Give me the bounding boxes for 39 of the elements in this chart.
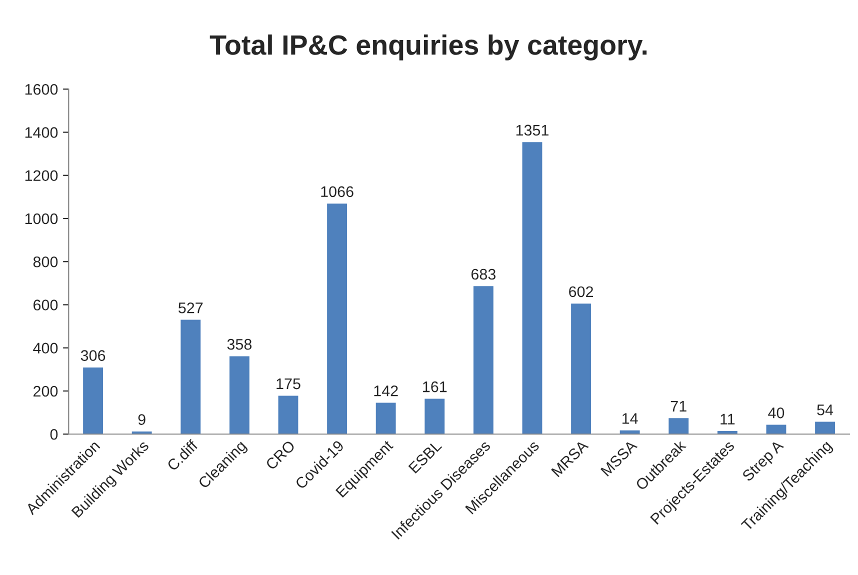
- data-label: 175: [276, 378, 300, 390]
- bar: [815, 422, 835, 434]
- bar: [278, 396, 298, 434]
- data-label: 71: [670, 400, 686, 412]
- data-label: 142: [374, 386, 398, 396]
- y-tick-label: 1000: [25, 213, 58, 224]
- bar: [571, 304, 591, 434]
- data-label: 527: [178, 302, 203, 314]
- bar: [668, 418, 689, 434]
- y-tick-label: 200: [34, 386, 58, 397]
- y-tick-label: 1600: [25, 84, 58, 95]
- y-tick-label: 1400: [25, 127, 58, 138]
- data-label: 14: [622, 413, 638, 424]
- bar: [229, 356, 250, 434]
- bar: [376, 402, 396, 434]
- data-label: 11: [720, 414, 735, 424]
- bar: [522, 142, 542, 434]
- data-label: 1351: [516, 124, 548, 136]
- y-tick-label: 1200: [25, 170, 58, 182]
- y-tick-label: 400: [33, 342, 58, 354]
- data-label: 358: [227, 338, 252, 350]
- bar: [473, 286, 494, 434]
- bar: [327, 204, 347, 434]
- bar: [180, 320, 201, 434]
- data-label: 54: [817, 404, 834, 416]
- y-tick-label: 0: [50, 428, 58, 440]
- data-label: 683: [471, 268, 496, 280]
- y-tick-label: 600: [34, 300, 58, 310]
- bar: [766, 424, 786, 434]
- data-label: 40: [768, 407, 784, 418]
- data-label: 9: [138, 414, 146, 425]
- y-tick-label: 800: [33, 256, 58, 268]
- data-label: 602: [569, 286, 594, 298]
- data-label: 306: [80, 350, 106, 361]
- bar: [83, 367, 104, 434]
- chart-title: Total IP&C enquiries by category.: [210, 34, 647, 61]
- data-label: 161: [423, 381, 447, 392]
- bar: [424, 398, 445, 434]
- data-label: 1066: [321, 186, 354, 198]
